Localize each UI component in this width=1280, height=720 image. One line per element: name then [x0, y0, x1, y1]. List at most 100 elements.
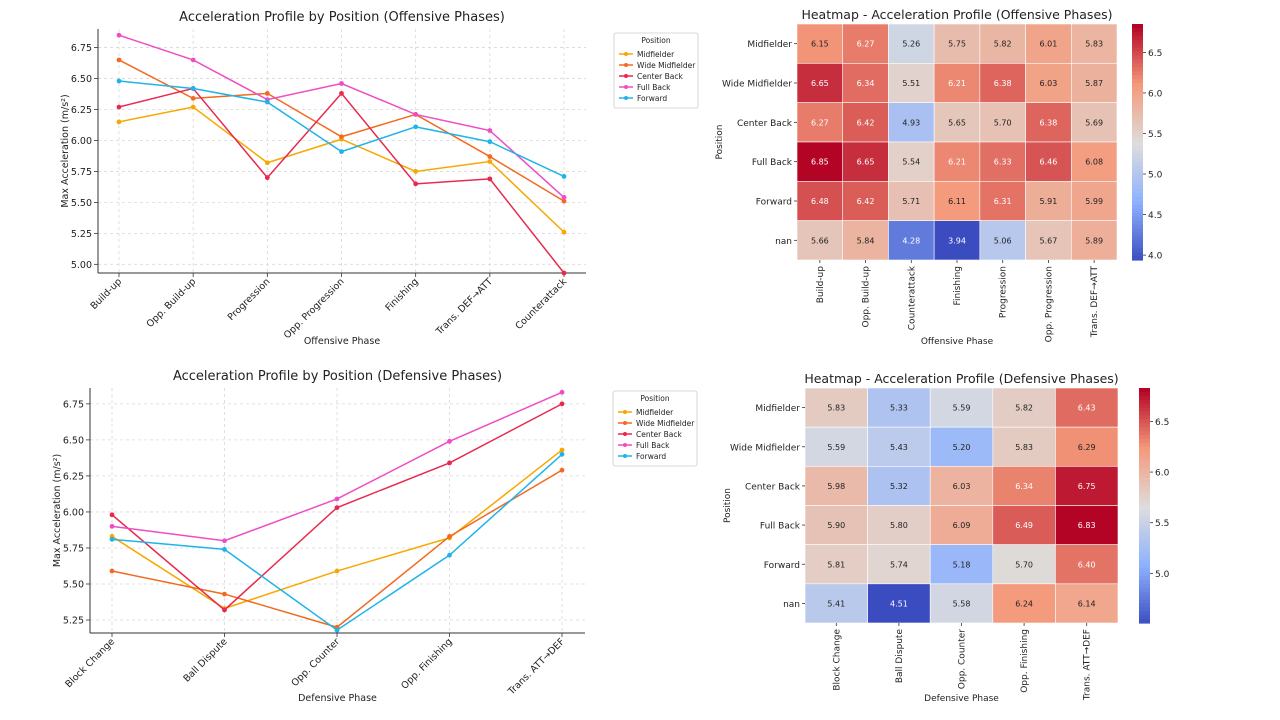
cell-value-label: 6.34 — [857, 79, 875, 88]
colorbar-segment — [1132, 27, 1143, 33]
colorbar-segment — [1139, 517, 1150, 522]
legend-label: Full Back — [636, 441, 670, 450]
colorbar-segment — [1139, 611, 1150, 616]
colorbar-segment — [1139, 509, 1150, 514]
column-label: Trans. DEF→ATT — [1090, 266, 1100, 339]
x-tick-label: Build-up — [89, 276, 125, 312]
colorbar-segment — [1139, 446, 1150, 452]
data-point — [559, 451, 565, 457]
colorbar-segment — [1132, 157, 1143, 163]
x-tick-label: Trans. ATT→DEF — [506, 636, 568, 698]
heatmap-cell — [1055, 426, 1119, 467]
data-point — [413, 124, 419, 130]
legend-label: Full Back — [637, 83, 671, 92]
heatmap-cell — [979, 23, 1026, 64]
heatmap-cell — [804, 387, 868, 428]
colorbar-segment — [1139, 485, 1150, 491]
heatmap-off_heat: Heatmap - Acceleration Profile (Offensiv… — [715, 7, 1163, 347]
colorbar-segment — [1139, 458, 1150, 464]
data-point — [190, 104, 196, 110]
heatmap-cell — [992, 466, 1056, 506]
colorbar-segment — [1132, 126, 1143, 131]
heatmap-cell — [933, 102, 981, 143]
colorbar-segment — [1139, 521, 1150, 526]
colorbar-segment — [1139, 572, 1150, 577]
x-axis-label: Defensive Phase — [298, 693, 377, 704]
colorbar-segment — [1139, 532, 1150, 538]
column-label: Progression — [999, 266, 1009, 318]
data-point — [487, 176, 493, 182]
cell-value-label: 5.59 — [953, 404, 971, 413]
cell-value-label: 6.48 — [811, 197, 829, 206]
colorbar-segment — [1139, 615, 1150, 620]
heatmap-cell — [933, 220, 981, 261]
legend-title: Position — [640, 394, 669, 403]
cell-value-label: 3.94 — [948, 236, 966, 245]
cell-value-label: 6.46 — [1040, 158, 1058, 167]
cell-value-label: 6.03 — [1040, 79, 1058, 88]
data-point — [222, 607, 227, 613]
data-point — [561, 229, 567, 235]
row-label: nan — [783, 600, 800, 610]
chart-title: Acceleration Profile by Position (Defens… — [173, 369, 502, 384]
data-point — [190, 95, 196, 101]
data-point — [559, 389, 565, 395]
x-tick-label: Counterattack — [513, 276, 569, 332]
cell-value-label: 6.03 — [953, 482, 971, 491]
colorbar-segment — [1139, 536, 1150, 542]
y-tick-label: 5.75 — [71, 167, 92, 178]
legend-marker — [624, 52, 628, 56]
data-point — [264, 175, 270, 181]
data-point — [190, 86, 196, 91]
cell-value-label: 5.91 — [1040, 197, 1058, 206]
heatmap-cell — [933, 141, 981, 182]
colorbar-segment — [1132, 83, 1143, 88]
legend-marker — [623, 432, 627, 436]
colorbar-segment — [1132, 118, 1143, 123]
y-tick-label: 6.75 — [63, 399, 84, 410]
colorbar-segment — [1139, 419, 1150, 424]
cell-value-label: 5.65 — [948, 118, 966, 127]
heatmap-cell — [1025, 102, 1072, 143]
colorbar-segment — [1132, 220, 1143, 226]
heatmap-cell — [933, 181, 981, 221]
cell-value-label: 6.24 — [1015, 599, 1033, 608]
colorbar-segment — [1132, 145, 1143, 151]
y-tick-label: 6.75 — [71, 43, 92, 54]
line-chart-off_line: Acceleration Profile by Position (Offens… — [60, 10, 699, 347]
cell-value-label: 6.27 — [811, 118, 829, 127]
heatmap-cell — [867, 544, 931, 585]
legend-box — [612, 390, 698, 467]
legend-label: Center Back — [637, 72, 683, 81]
colorbar-segment — [1132, 149, 1143, 155]
heatmap-cell — [929, 426, 994, 467]
colorbar-segment — [1139, 548, 1150, 554]
heatmap-cell — [1070, 141, 1118, 182]
cell-value-label: 6.43 — [1078, 404, 1096, 413]
heatmap-cell — [888, 23, 935, 64]
legend-label: Center Back — [636, 430, 682, 439]
colorbar-segment — [1132, 169, 1143, 175]
colorbar-segment — [1139, 493, 1150, 499]
cell-value-label: 6.34 — [1015, 482, 1033, 491]
data-point — [561, 195, 567, 200]
cell-value-label: 5.74 — [890, 560, 908, 569]
colorbar-segment — [1139, 564, 1150, 569]
data-point — [447, 438, 452, 444]
data-point — [109, 512, 115, 518]
data-point — [222, 547, 227, 552]
cell-value-label: 6.38 — [994, 79, 1012, 88]
cell-value-label: 5.51 — [902, 79, 920, 88]
data-point — [116, 57, 122, 63]
colorbar-segment — [1132, 236, 1143, 241]
colorbar-segment — [1139, 435, 1150, 440]
colorbar-segment — [1139, 599, 1150, 605]
colorbar-segment — [1139, 470, 1150, 475]
legend-label: Wide Midfielder — [636, 419, 695, 428]
heatmap-cell — [1070, 23, 1118, 64]
data-point — [447, 460, 452, 466]
cell-value-label: 5.26 — [902, 40, 920, 49]
column-label: Block Change — [832, 629, 842, 691]
heatmap-cell — [842, 181, 889, 221]
colorbar-segment — [1132, 153, 1143, 159]
